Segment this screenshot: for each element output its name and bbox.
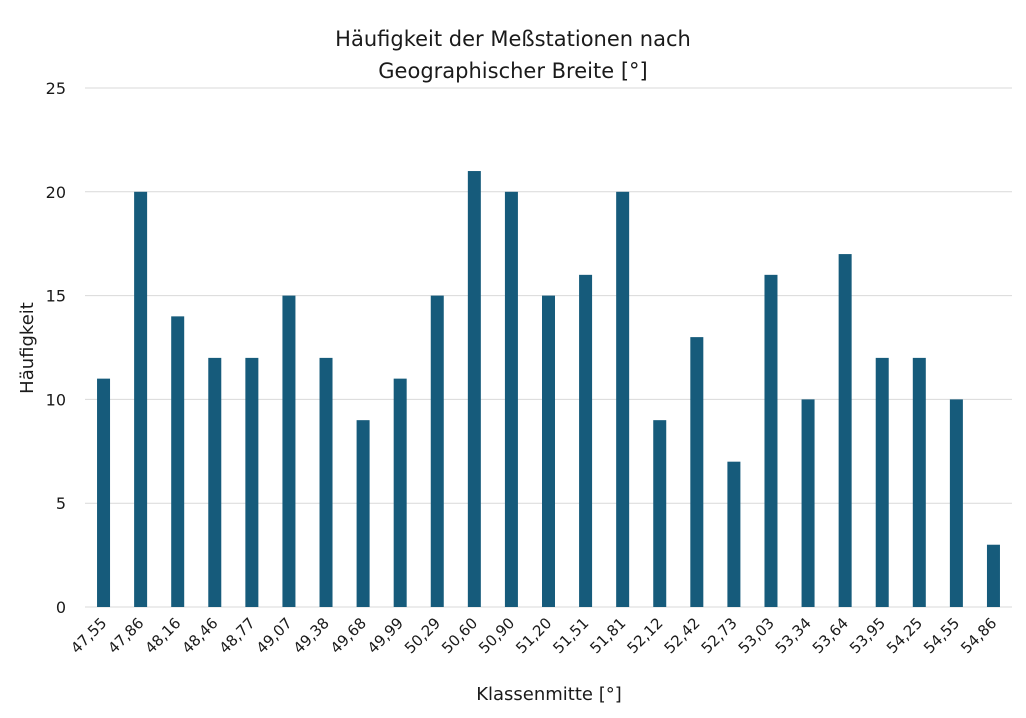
y-tick-label: 0 xyxy=(56,598,66,617)
x-tick-label: 51,81 xyxy=(586,614,629,657)
bar xyxy=(171,316,185,607)
x-tick-label: 47,86 xyxy=(104,614,147,657)
bar xyxy=(579,274,593,607)
bar xyxy=(467,171,481,608)
x-tick-label: 47,55 xyxy=(67,614,110,657)
x-tick-label: 48,16 xyxy=(141,614,184,657)
x-tick-label: 53,64 xyxy=(809,614,852,657)
x-tick-label: 52,42 xyxy=(661,614,704,657)
bar xyxy=(282,295,296,607)
x-tick-label: 52,73 xyxy=(698,614,741,657)
bar xyxy=(912,357,926,607)
bar xyxy=(986,544,1000,607)
bar xyxy=(801,399,815,607)
bar xyxy=(356,420,370,607)
x-tick-label: 48,77 xyxy=(216,614,259,657)
y-tick-label: 15 xyxy=(46,287,66,306)
x-tick-label: 54,55 xyxy=(920,614,963,657)
bars xyxy=(97,171,1000,608)
x-tick-label: 49,07 xyxy=(253,614,296,657)
bar xyxy=(690,337,704,607)
bar xyxy=(653,420,667,607)
x-axis-label: Klassenmitte [°] xyxy=(476,684,622,705)
bar xyxy=(97,378,111,607)
x-tick-label: 53,95 xyxy=(846,614,889,657)
chart-title-line-1: Häufigkeit der Meßstationen nach xyxy=(335,27,691,51)
bar xyxy=(727,461,741,607)
bar xyxy=(504,191,518,608)
y-tick-label: 20 xyxy=(46,183,66,202)
x-tick-label: 49,38 xyxy=(290,614,333,657)
y-tick-label: 5 xyxy=(56,494,66,513)
x-tick-label: 54,86 xyxy=(957,614,1000,657)
x-tick-label: 49,68 xyxy=(327,614,370,657)
x-tick-label: 51,51 xyxy=(549,614,592,657)
bar xyxy=(616,191,630,608)
bar xyxy=(208,357,222,607)
x-tick-label: 54,25 xyxy=(883,614,926,657)
y-axis-ticks: 0 5 10 15 20 25 xyxy=(46,79,66,617)
x-tick-label: 52,12 xyxy=(623,614,666,657)
bar xyxy=(542,295,555,607)
bar xyxy=(875,357,889,607)
x-tick-label: 50,29 xyxy=(401,614,444,657)
y-tick-label: 25 xyxy=(46,79,66,98)
y-tick-label: 10 xyxy=(46,390,66,409)
x-tick-label: 49,99 xyxy=(364,614,407,657)
x-tick-label: 51,20 xyxy=(512,614,555,657)
bar xyxy=(393,378,407,607)
bar xyxy=(430,295,444,607)
y-axis-label: Häufigkeit xyxy=(17,302,38,394)
x-tick-label: 48,46 xyxy=(179,614,222,657)
bar xyxy=(245,357,259,607)
chart-title-line-2: Geographischer Breite [°] xyxy=(378,59,647,83)
x-axis-ticks: 47,5547,8648,1648,4648,7749,0749,3849,68… xyxy=(67,614,1000,657)
bar xyxy=(949,399,963,607)
x-tick-label: 53,03 xyxy=(735,614,778,657)
bar xyxy=(319,357,333,607)
bar xyxy=(838,254,852,607)
x-tick-label: 53,34 xyxy=(772,614,815,657)
bar xyxy=(134,191,148,608)
x-tick-label: 50,60 xyxy=(438,614,481,657)
x-tick-label: 50,90 xyxy=(475,614,518,657)
bar xyxy=(764,274,778,607)
